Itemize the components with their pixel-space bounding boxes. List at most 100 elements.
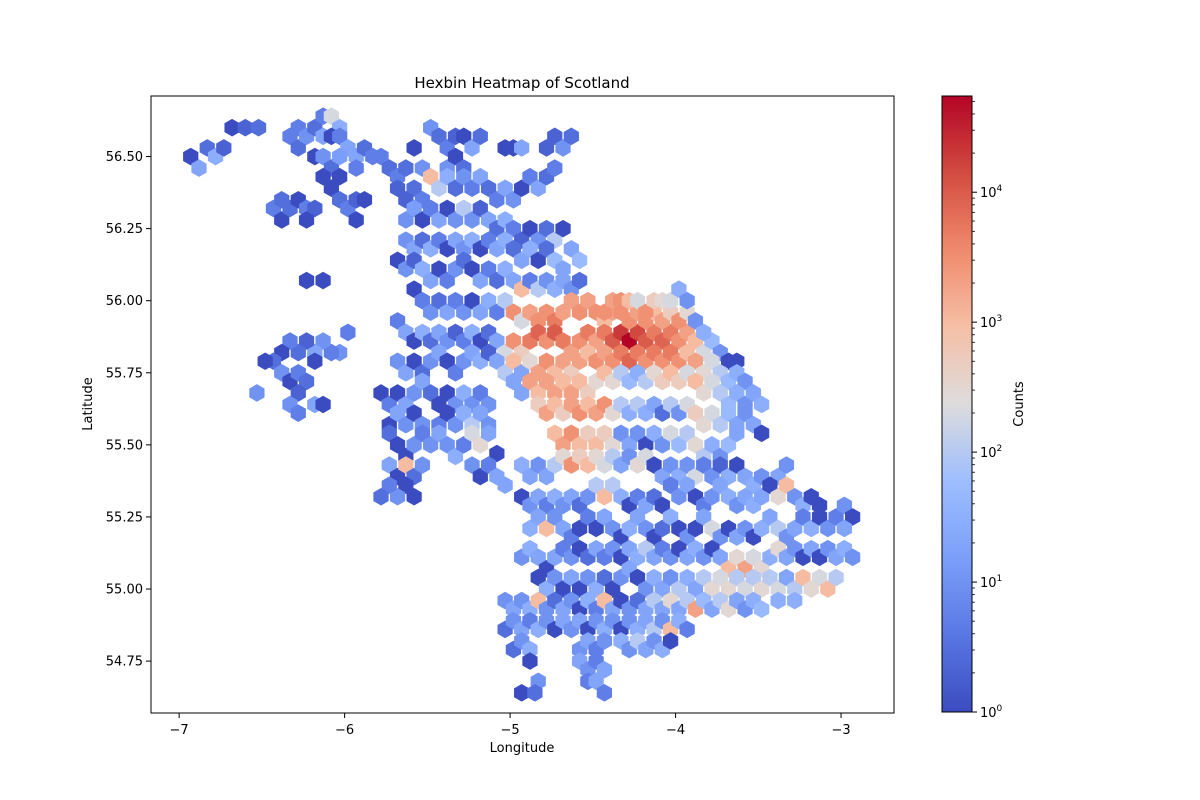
hexbin-cell (447, 447, 464, 466)
hexbin-cell (323, 107, 339, 125)
hexbin-cell (389, 312, 406, 330)
hexbin-cell (431, 211, 447, 229)
hexbin-cell (687, 352, 704, 371)
hexbin-cell (588, 672, 604, 691)
hexbin-cell (406, 280, 422, 298)
hexbin-cell (596, 508, 613, 526)
y-tick-label: 55.75 (106, 366, 143, 381)
hexbin-cell (307, 199, 323, 218)
hexbin-cell (754, 580, 770, 598)
hexbin-cell (522, 372, 538, 391)
hexbin-cell (555, 372, 571, 391)
x-tick-label: −3 (831, 723, 850, 738)
hexbin-cell (712, 456, 728, 474)
hexbin-cell (547, 508, 563, 526)
hexbin-cell (555, 303, 571, 322)
hexbin-cell (571, 519, 588, 538)
y-tick-label: 54.75 (106, 655, 143, 670)
hexbin-cell (373, 487, 389, 506)
hexbin-cell (406, 352, 422, 371)
hexbin-cell (845, 548, 861, 567)
hexbin-cell (596, 303, 613, 322)
hexbin-cell (456, 384, 472, 402)
hexbin-cell (183, 147, 199, 166)
hexbin-cell (439, 404, 455, 422)
hexbin-cell (505, 332, 522, 350)
hexbin-cell (712, 384, 728, 402)
hexbin-cell (629, 508, 646, 526)
colorbar-tick-label: 100 (980, 704, 1003, 721)
hexbin-cell (480, 291, 497, 310)
hexbin-cell (398, 363, 414, 382)
hexbin-cell (464, 291, 480, 310)
hexbin-cell (489, 444, 505, 463)
hexbin-cell (571, 372, 588, 391)
hexbin-cell (662, 476, 679, 495)
hexbin-cell (414, 291, 431, 310)
hexbin-cell (191, 159, 207, 177)
hexbin-cell (729, 384, 745, 402)
hexbin-cell (596, 424, 613, 443)
hexbin-cell (845, 508, 861, 526)
hexbin-cell (298, 372, 315, 391)
hexbin-cell (770, 580, 786, 598)
hexbin-cell (588, 476, 604, 495)
hexbin-cell (555, 260, 571, 278)
hexbin-cell (638, 303, 654, 322)
hexbin-cell (472, 271, 488, 290)
hexbin-cell (439, 167, 455, 186)
hexbin-cell (530, 568, 546, 587)
hexbin-cell (456, 436, 472, 454)
hexbin-cell (704, 436, 720, 454)
hexbin-cell (571, 251, 588, 270)
hexbin-cell (563, 568, 579, 587)
hexbin-cell (696, 384, 712, 402)
hexbin-cell (836, 519, 852, 538)
hexbin-cell (530, 456, 546, 474)
x-axis: −7 −6 −5 −4 −3 (170, 713, 851, 738)
hexbin-cell (439, 199, 455, 218)
hexbin-cell (696, 323, 712, 342)
hexbin-cell (754, 424, 770, 443)
hexbin-cell (522, 219, 538, 238)
hexbin-cell (696, 415, 712, 434)
hexbin-cell (290, 384, 306, 402)
hexbin-cell (439, 384, 455, 402)
hexbin-cell (629, 291, 646, 310)
colorbar-gradient (941, 95, 973, 713)
hexbin-cell (414, 372, 431, 391)
hexbin-cell (323, 343, 339, 362)
x-tick-label: −5 (501, 723, 520, 738)
hexbin-cell (472, 384, 488, 402)
hexbin-cell (406, 139, 422, 157)
hexbin-cell (795, 508, 811, 526)
hexbin-cell (811, 496, 828, 515)
hexbin-cell (398, 211, 414, 229)
hexbin-cell (555, 352, 571, 371)
hexbin-cell (555, 332, 571, 350)
hexbin-cell (431, 424, 447, 443)
hexbin-cell (406, 199, 422, 218)
hexbin-cell (406, 404, 422, 422)
hexbin-cell (662, 632, 679, 650)
hexbin-cell (224, 118, 240, 137)
hexbin-cell (596, 632, 613, 650)
hexbin-cell (679, 476, 695, 495)
hexbin-cell (381, 456, 397, 474)
hexbin-cell (315, 271, 331, 290)
hexbin-cell (216, 139, 232, 157)
x-tick-label: −4 (666, 723, 685, 738)
hexbin-cell (472, 167, 488, 186)
hexbin-cell (687, 372, 704, 391)
hexbin-cell (629, 424, 646, 443)
hexbin-cell (580, 291, 596, 310)
hexbin-cell (423, 384, 439, 402)
colorbar-tick-label: 104 (980, 184, 1003, 201)
hexbin-cell (298, 332, 315, 350)
hexbin-cell (820, 519, 836, 538)
hexbin-cell (729, 456, 745, 474)
hexbin-cell (538, 219, 555, 238)
hexbin-cell (662, 424, 679, 443)
hexbin-cell (580, 424, 596, 443)
hexbin-cell (522, 167, 538, 186)
